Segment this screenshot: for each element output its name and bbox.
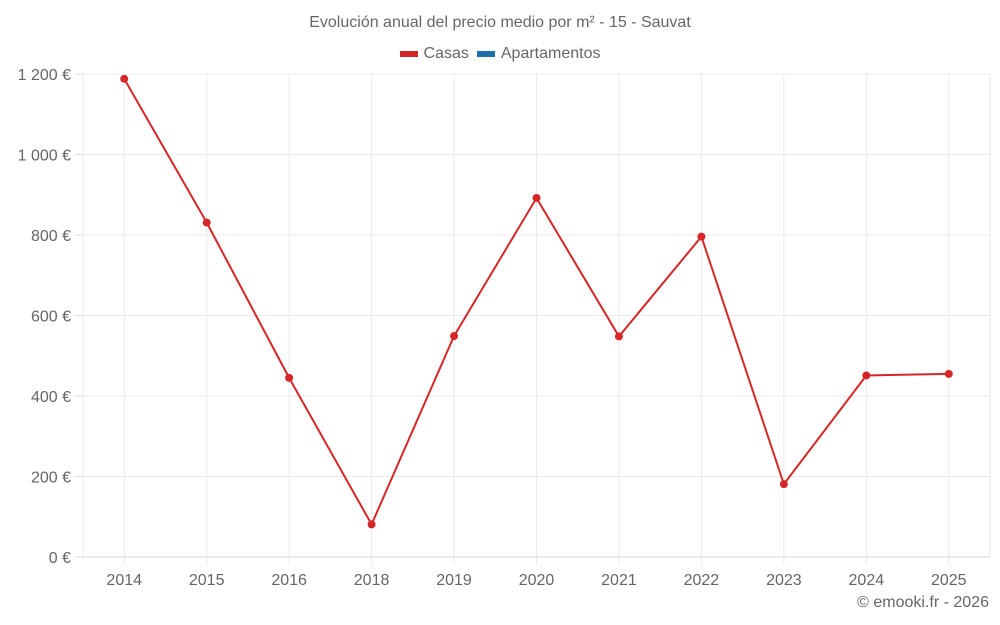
- data-point[interactable]: [862, 371, 871, 380]
- data-point[interactable]: [779, 480, 788, 489]
- data-point[interactable]: [697, 232, 706, 241]
- credit-text: © emooki.fr - 2026: [857, 594, 989, 611]
- data-point[interactable]: [450, 332, 459, 341]
- y-tick-label: 0 €: [49, 550, 71, 567]
- x-tick-label: 2022: [684, 572, 720, 589]
- gridlines: [82, 73, 991, 565]
- x-tick-label: 2014: [106, 572, 142, 589]
- legend-item-apartamentos[interactable]: Apartamentos: [476, 45, 601, 63]
- x-tick-label: 2024: [849, 572, 885, 589]
- x-tick-label: 2023: [766, 572, 802, 589]
- data-point[interactable]: [614, 332, 623, 341]
- legend-swatch-apartamentos: [476, 51, 495, 57]
- data-point[interactable]: [532, 193, 541, 202]
- x-tick-label: 2021: [601, 572, 637, 589]
- y-axis: 0 € 200 € 400 € 600 € 800 € 1 000 € 1 200 €: [18, 67, 83, 567]
- data-point[interactable]: [120, 74, 129, 83]
- x-tick-label: 2019: [436, 572, 472, 589]
- data-point[interactable]: [367, 520, 376, 529]
- legend-swatch-casas: [399, 51, 418, 57]
- legend: Casas Apartamentos: [0, 45, 1000, 63]
- data-point[interactable]: [944, 369, 953, 378]
- x-tick-label: 2015: [189, 572, 225, 589]
- data-point[interactable]: [202, 218, 211, 227]
- x-tick-label: 2025: [931, 572, 967, 589]
- y-tick-label: 200 €: [31, 470, 71, 487]
- x-tick-label: 2018: [354, 572, 390, 589]
- x-tick-label: 2016: [271, 572, 307, 589]
- x-tick-label: 2020: [519, 572, 555, 589]
- chart-title: Evolución anual del precio medio por m² …: [309, 14, 691, 31]
- y-tick-label: 1 200 €: [18, 67, 71, 84]
- y-tick-label: 1 000 €: [18, 148, 71, 165]
- legend-label-apartamentos: Apartamentos: [500, 45, 601, 62]
- y-tick-label: 800 €: [31, 228, 71, 245]
- legend-item-casas[interactable]: Casas: [399, 45, 469, 63]
- y-tick-label: 600 €: [31, 309, 71, 326]
- x-axis: 2014 2015 2016 2018 2019 2020 2021 2022 2023 2024…: [83, 556, 990, 589]
- series-casas: [120, 74, 953, 529]
- y-tick-label: 400 €: [31, 389, 71, 406]
- data-point[interactable]: [285, 373, 294, 382]
- legend-label-casas: Casas: [423, 45, 469, 62]
